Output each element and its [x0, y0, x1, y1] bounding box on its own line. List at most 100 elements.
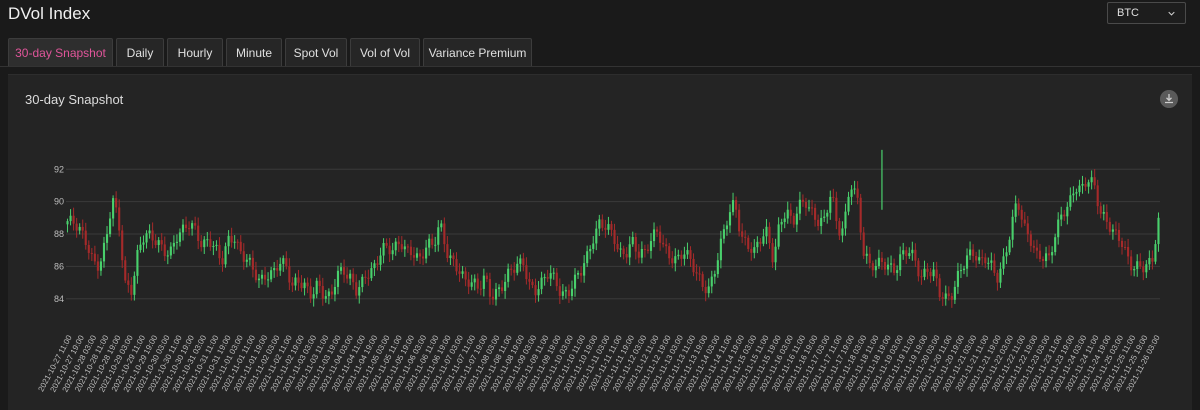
download-icon[interactable] [1160, 90, 1178, 108]
candle-body [637, 251, 640, 258]
candle-body [291, 282, 294, 286]
candle-body [668, 246, 671, 259]
candle-body [69, 215, 72, 222]
candle-body [649, 241, 653, 251]
candle-body [698, 273, 701, 275]
candle-body [285, 258, 288, 267]
y-tick-label: 92 [54, 164, 64, 174]
candle-body [181, 224, 185, 233]
candle-body [1087, 182, 1090, 187]
candle-body [731, 200, 735, 213]
candle-body [570, 288, 574, 297]
candle-body [1038, 250, 1042, 259]
candle-body [364, 276, 367, 278]
candle-body [218, 244, 221, 259]
candle-body [810, 207, 814, 209]
candle-body [440, 223, 443, 228]
tab-30-day-snapshot[interactable]: 30-day Snapshot [8, 38, 113, 67]
candle-body [425, 247, 428, 259]
candle-body [1108, 221, 1111, 232]
candle-body [595, 228, 598, 244]
candle-body [792, 215, 795, 225]
candle-body [978, 257, 981, 261]
candle-body [558, 286, 561, 296]
candle-body [716, 260, 719, 275]
candle-body [984, 257, 987, 264]
candle-body [1127, 247, 1130, 257]
tab-hourly[interactable]: Hourly [167, 38, 223, 67]
candle-body [920, 276, 923, 278]
candle-body [370, 268, 373, 279]
tab-minute[interactable]: Minute [226, 38, 282, 67]
tab-vol-of-vol[interactable]: Vol of Vol [350, 38, 420, 67]
candle-body [102, 242, 106, 262]
candle-body [382, 243, 385, 256]
candle-body [136, 250, 139, 276]
candle-body [914, 249, 917, 261]
candle-body [1145, 264, 1148, 273]
candle-body [1078, 185, 1081, 193]
candle-body [795, 213, 798, 225]
candle-body [962, 268, 966, 271]
candle-body [191, 223, 194, 229]
candle-body [242, 251, 245, 262]
candle-body [1096, 185, 1099, 207]
candle-body [1133, 269, 1136, 271]
candle-body [929, 271, 932, 277]
candle-body [260, 274, 264, 279]
candle-body [431, 238, 434, 245]
candle-body [494, 289, 498, 300]
panel-title: 30-day Snapshot [25, 92, 124, 107]
candle-body [725, 225, 729, 230]
candle-body [388, 245, 391, 255]
candle-body [105, 234, 109, 243]
candle-body [254, 269, 257, 281]
candle-body [1093, 177, 1096, 186]
asset-select[interactable]: BTC [1107, 2, 1186, 24]
candle-body [1069, 195, 1072, 207]
candle-body [522, 258, 525, 266]
candle-body [1139, 261, 1142, 267]
candle-body [744, 236, 747, 238]
candle-body [1029, 234, 1032, 246]
candle-body [175, 241, 178, 243]
candle-body [263, 274, 267, 280]
candle-body [719, 238, 722, 261]
candle-body [1111, 229, 1114, 232]
candle-body [619, 248, 622, 250]
candle-body [212, 245, 215, 248]
candle-body [270, 270, 273, 280]
candle-body [336, 270, 340, 287]
candle-body [403, 246, 406, 250]
candle-body [279, 263, 282, 271]
candle-body [1014, 203, 1017, 217]
candle-body [312, 294, 315, 299]
tab-daily[interactable]: Daily [116, 38, 164, 67]
candle-body [358, 287, 361, 296]
candle-body [154, 240, 157, 246]
candle-body [586, 251, 589, 264]
tab-variance-premium[interactable]: Variance Premium [423, 38, 532, 67]
candle-body [549, 273, 552, 279]
chevron-down-icon [1168, 11, 1175, 16]
candle-body [610, 224, 613, 230]
candle-body [434, 244, 437, 246]
candle-body [1057, 219, 1060, 238]
candle-body [710, 276, 713, 287]
candle-body [950, 296, 953, 300]
candle-body [206, 239, 209, 241]
candle-body [118, 207, 121, 231]
candle-body [576, 272, 580, 275]
candle-body [528, 279, 531, 282]
candle-body [318, 280, 321, 286]
candle-body [859, 197, 862, 233]
candle-body [66, 221, 69, 225]
candle-body [96, 261, 99, 271]
candle-body [1099, 206, 1102, 214]
candle-body [862, 232, 865, 256]
candle-body [352, 273, 355, 283]
candle-body [215, 244, 218, 246]
candle-body [807, 207, 811, 209]
tab-spot-vol[interactable]: Spot Vol [285, 38, 347, 67]
candle-body [741, 231, 744, 237]
